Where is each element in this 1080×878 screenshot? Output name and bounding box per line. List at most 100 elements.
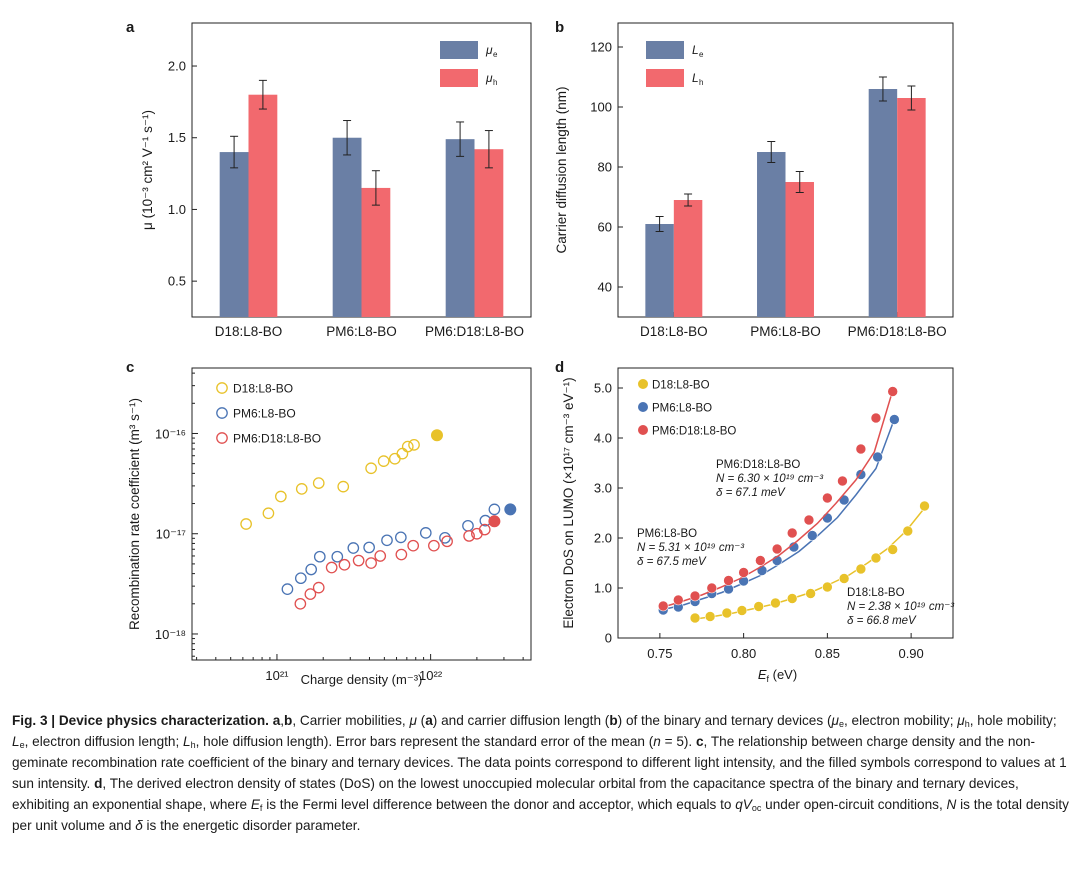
- bar: [673, 200, 703, 317]
- data-point: [902, 525, 914, 537]
- legend-marker: [638, 379, 648, 389]
- data-point: [381, 534, 393, 547]
- bar: [219, 152, 249, 317]
- y-tick-label: 5.0: [594, 381, 612, 396]
- y-tick-label: 80: [598, 160, 612, 175]
- bar: [474, 149, 504, 317]
- data-point: [822, 492, 833, 504]
- y-tick-label: 1.0: [168, 202, 186, 217]
- data-point: [338, 558, 351, 571]
- x-axis-label: Ef (eV): [758, 667, 797, 684]
- data-point: [325, 561, 338, 574]
- caption-text: , The derived electron density of states…: [12, 776, 1019, 812]
- y-axis-label: Recombination rate coefficient (m³ s⁻¹): [127, 398, 142, 630]
- caption-ref-b: b: [609, 713, 618, 728]
- caption-text: , The relationship between charge densit…: [12, 734, 1067, 791]
- data-point: [463, 530, 475, 542]
- data-point: [755, 555, 766, 566]
- bar: [645, 224, 674, 317]
- data-point: [738, 567, 749, 578]
- data-point: [312, 581, 325, 594]
- caption-ref-c: c: [695, 734, 704, 749]
- data-point: [240, 518, 252, 530]
- data-point: [855, 443, 867, 455]
- legend-swatch: [646, 69, 684, 87]
- caption-ref-a: a: [272, 713, 281, 728]
- annotation-name: D18:L8-BO: [847, 587, 905, 599]
- legend-swatch: [440, 69, 478, 87]
- data-point: [419, 527, 432, 539]
- caption-symbol: N: [946, 797, 957, 812]
- panel-label-d: d: [555, 359, 564, 376]
- data-point: [365, 557, 377, 569]
- data-point: [377, 455, 390, 467]
- data-point: [274, 490, 287, 503]
- data-point: [753, 601, 765, 612]
- data-point: [837, 475, 848, 487]
- x-tick-label: PM6:L8-BO: [326, 324, 397, 339]
- caption-subscript: f: [259, 803, 263, 813]
- data-point: [478, 523, 491, 536]
- legend-label: L: [692, 71, 699, 85]
- legend-swatch: [646, 41, 684, 59]
- y-tick-label: 0.5: [168, 274, 186, 289]
- bar: [897, 98, 926, 317]
- y-tick-label: 60: [598, 220, 612, 235]
- x-tick-label: D18:L8-BO: [215, 324, 283, 339]
- data-point: [347, 542, 360, 554]
- data-point: [312, 477, 325, 489]
- data-point: [672, 594, 684, 606]
- data-point-1sun: [430, 429, 443, 442]
- y-axis-label: Carrier diffusion length (nm): [554, 86, 569, 253]
- legend-marker: [216, 432, 228, 444]
- y-axis-label: Electron DoS on LUMO (×10¹⁷ cm⁻³ eV⁻¹): [561, 377, 576, 628]
- y-tick-label: 10⁻¹⁸: [155, 627, 186, 642]
- caption-text: , hole diffusion length). Error bars rep…: [195, 734, 654, 749]
- bar: [785, 182, 814, 317]
- legend-marker: [216, 407, 228, 419]
- data-point: [689, 612, 701, 624]
- legend-label: L: [692, 43, 699, 57]
- x-tick-label: PM6:D18:L8-BO: [848, 324, 947, 339]
- data-point: [887, 544, 899, 555]
- bar: [445, 139, 475, 317]
- legend-marker: [638, 425, 648, 435]
- legend-label: PM6:D18:L8-BO: [652, 426, 736, 438]
- legend-label-subscript: e: [699, 50, 704, 59]
- y-tick-label: 40: [598, 280, 612, 295]
- x-axis-label: Charge density (m⁻³): [301, 672, 423, 687]
- data-point: [305, 563, 318, 576]
- caption-title: Fig. 3 | Device physics characterization…: [12, 713, 269, 728]
- legend-label-subscript: h: [493, 78, 497, 87]
- figure: a b c d 0.5 1.0 1.5 2.0 μ (10⁻³ cm² V⁻¹ s⁻¹) D18:…: [126, 19, 955, 687]
- panel-label-b: b: [555, 19, 564, 36]
- legend-label-subscript: h: [699, 78, 703, 87]
- data-point: [295, 483, 308, 495]
- data-point: [394, 531, 407, 544]
- data-point: [365, 462, 377, 475]
- caption-text: is the total density per unit volume and: [12, 797, 1069, 833]
- panel-label-a: a: [126, 19, 135, 36]
- data-point: [304, 588, 317, 600]
- caption-symbol: δ: [135, 818, 143, 833]
- caption-text: ) and carrier diffusion length (: [432, 713, 610, 728]
- data-point: [441, 535, 453, 548]
- data-point: [462, 519, 474, 532]
- caption-ref-b: b: [284, 713, 293, 728]
- caption-symbol: μ: [831, 713, 839, 728]
- panel-c-frame: [191, 367, 532, 661]
- y-axis-label: μ (10⁻³ cm² V⁻¹ s⁻¹): [140, 110, 155, 230]
- annotation-name: PM6:D18:L8-BO: [716, 459, 800, 471]
- data-point: [313, 550, 326, 563]
- legend-label: PM6:L8-BO: [233, 407, 296, 421]
- caption-subscript: e: [19, 740, 25, 750]
- data-point: [294, 572, 307, 585]
- caption-text: ,: [280, 713, 285, 728]
- data-point: [363, 541, 375, 554]
- caption-ref-a: a: [425, 713, 433, 728]
- legend-label: PM6:L8-BO: [652, 403, 712, 415]
- legend-label: PM6:D18:L8-BO: [233, 432, 321, 446]
- data-point: [704, 611, 716, 622]
- caption-subscript: h: [190, 740, 196, 750]
- y-tick-label: 100: [590, 100, 612, 115]
